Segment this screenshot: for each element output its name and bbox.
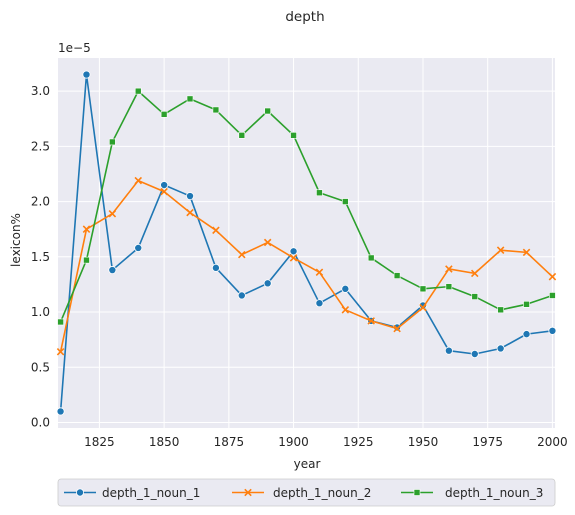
legend: depth_1_noun_1 depth_1_noun_2 depth_1_no… xyxy=(57,478,556,507)
x-axis-label: year xyxy=(294,457,321,471)
data-point xyxy=(237,291,246,300)
data-point xyxy=(109,138,116,146)
data-point xyxy=(315,268,324,277)
data-point xyxy=(108,209,117,218)
data-point xyxy=(134,243,143,252)
data-point xyxy=(82,225,91,233)
x-tick-label: 1925 xyxy=(343,435,374,449)
legend-entry: depth_1_noun_1 xyxy=(64,486,200,500)
data-point xyxy=(56,407,65,416)
data-point xyxy=(134,176,143,185)
data-point xyxy=(57,318,64,326)
chart-title: depth xyxy=(285,9,324,25)
data-point xyxy=(289,247,298,256)
y-tick-label: 1.0 xyxy=(31,305,50,319)
data-point xyxy=(134,87,142,95)
legend-entry: depth_1_noun_3 xyxy=(401,486,543,500)
x-tick-label: 2000 xyxy=(537,435,568,449)
data-point xyxy=(316,189,323,197)
series-depth_1_noun_1 xyxy=(56,70,557,416)
data-point xyxy=(211,263,220,272)
data-point xyxy=(83,256,90,264)
legend-marker-1 xyxy=(76,488,85,497)
y-tick-label: 2.0 xyxy=(31,195,50,209)
data-point xyxy=(160,187,168,196)
legend-box xyxy=(57,478,556,507)
x-tick-label: 1900 xyxy=(278,435,309,449)
series-line xyxy=(59,73,553,412)
data-point xyxy=(444,346,453,355)
data-point xyxy=(470,269,479,278)
data-point xyxy=(496,246,505,254)
data-point xyxy=(263,238,272,247)
y-tick-label: 0.0 xyxy=(31,415,50,429)
data-point xyxy=(290,132,297,139)
x-tick-label: 1950 xyxy=(408,435,439,449)
y-offset-label: 1e−5 xyxy=(58,41,91,55)
data-point xyxy=(393,272,401,279)
data-point xyxy=(263,279,272,288)
data-point xyxy=(393,324,401,333)
y-tick-label: 1.5 xyxy=(31,250,50,264)
legend-label-3: depth_1_noun_3 xyxy=(445,486,543,500)
y-tick-label: 3.0 xyxy=(31,84,50,98)
data-point xyxy=(419,285,427,293)
data-point xyxy=(212,106,220,114)
x-tick-label: 1825 xyxy=(84,435,115,449)
data-point xyxy=(82,70,91,79)
legend-marker-3 xyxy=(413,489,421,496)
data-point xyxy=(289,254,298,262)
data-point xyxy=(522,248,531,257)
x-tick-label: 1975 xyxy=(472,435,503,449)
data-point xyxy=(56,348,65,356)
legend-label-1: depth_1_noun_1 xyxy=(102,486,200,500)
data-point xyxy=(497,306,504,314)
data-point xyxy=(548,326,557,335)
data-point xyxy=(367,254,375,262)
x-tick-label: 1850 xyxy=(149,435,180,449)
series-depth_1_noun_3 xyxy=(57,87,556,326)
x-tick-label: 1875 xyxy=(214,435,245,449)
data-point xyxy=(445,283,453,290)
legend-marker-2 xyxy=(244,488,252,497)
data-point xyxy=(160,111,168,118)
data-point xyxy=(160,181,169,190)
data-point xyxy=(341,284,350,293)
data-point xyxy=(108,266,117,275)
data-point xyxy=(212,226,220,235)
data-point xyxy=(496,344,505,353)
data-point xyxy=(341,306,350,314)
data-point xyxy=(315,299,324,308)
legend-label-2: depth_1_noun_2 xyxy=(273,486,371,500)
grid-lines xyxy=(58,58,555,428)
plot-area xyxy=(58,58,555,428)
data-point xyxy=(445,265,453,273)
series-depth_1_noun_2 xyxy=(56,176,557,356)
data-point xyxy=(470,349,479,358)
legend-entry: depth_1_noun_2 xyxy=(232,486,371,500)
data-point xyxy=(522,330,531,339)
data-point xyxy=(523,300,530,308)
tick-labels: 1825 1850 1875 1900 1925 1950 1975 2000 0.0 0.5 1.… xyxy=(31,84,568,449)
series-line xyxy=(59,179,553,352)
data-point xyxy=(548,272,557,281)
data-point xyxy=(238,250,246,259)
data-point xyxy=(186,208,194,217)
data-point xyxy=(238,132,246,139)
y-tick-label: 0.5 xyxy=(31,360,50,374)
series-layer xyxy=(56,70,557,416)
series-line xyxy=(59,90,553,323)
data-point xyxy=(471,293,479,300)
data-point xyxy=(419,303,427,312)
data-point xyxy=(367,317,375,325)
data-point xyxy=(186,95,194,103)
y-tick-label: 2.5 xyxy=(31,139,50,153)
data-point xyxy=(549,292,556,299)
y-axis-label: lexicon% xyxy=(9,213,23,267)
data-point xyxy=(186,192,195,201)
data-point xyxy=(342,198,349,205)
data-point xyxy=(264,107,271,115)
